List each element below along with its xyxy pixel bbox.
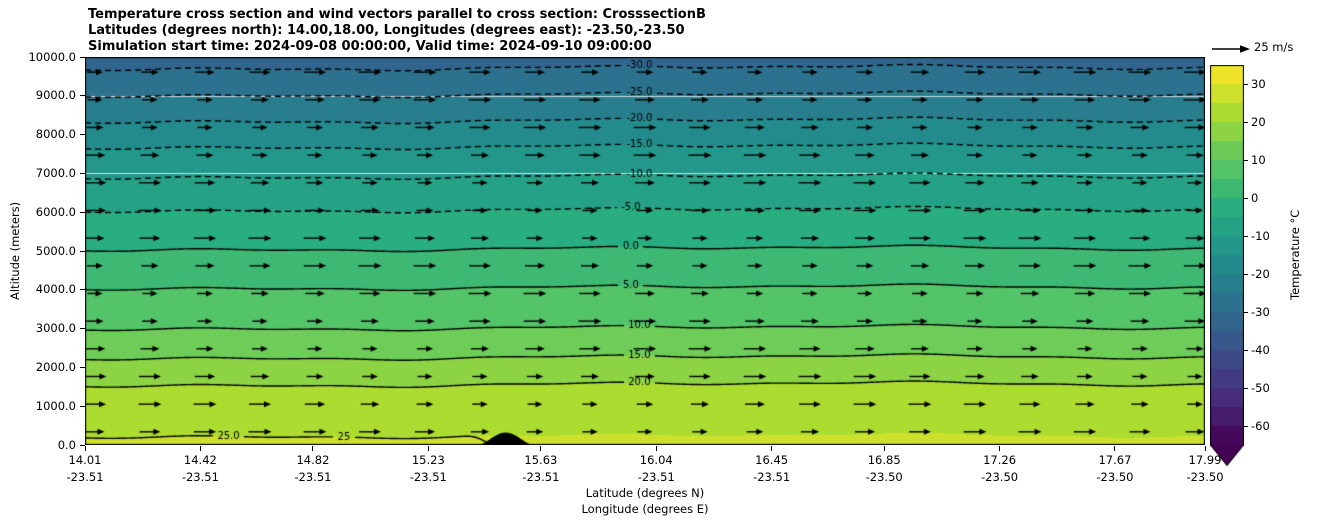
x-tick-label-lon: -23.51	[294, 470, 332, 484]
colorbar-tick-label: -20	[1251, 266, 1270, 281]
colorbar-tick-mark	[1244, 235, 1248, 237]
x-tick-mark	[771, 446, 773, 451]
x-tick-label-lon: -23.51	[181, 470, 219, 484]
x-tick-label-lat: 16.45	[755, 453, 789, 467]
colorbar-tick-label: 30	[1251, 76, 1266, 91]
x-tick-label-lat: 17.67	[1098, 453, 1132, 467]
colorbar-tick-mark	[1244, 425, 1248, 427]
colorbar-tick-label: -60	[1251, 418, 1270, 433]
colorbar-tick-mark	[1244, 159, 1248, 161]
colorbar-tick-mark	[1244, 121, 1248, 123]
y-tick-mark	[80, 134, 85, 136]
x-tick-mark	[540, 446, 542, 451]
x-tick-label-lat: 14.82	[296, 453, 330, 467]
x-tick-mark	[999, 446, 1001, 451]
x-tick-label-lat: 14.01	[68, 453, 102, 467]
chart-title: Temperature cross section and wind vecto…	[88, 7, 706, 22]
colorbar-tick-mark	[1244, 311, 1248, 313]
colorbar-tick-mark	[1244, 349, 1248, 351]
y-tick-label: 10000.0	[28, 49, 76, 64]
x-tick-label-lon: -23.51	[66, 470, 104, 484]
y-tick-label: 8000.0	[35, 127, 76, 142]
reference-arrow-icon	[1212, 45, 1250, 53]
colorbar-tick-label: -40	[1251, 342, 1270, 357]
x-tick-label-lat: 17.26	[983, 453, 1017, 467]
y-tick-label: 3000.0	[35, 321, 76, 336]
x-tick-label-lat: 14.42	[183, 453, 217, 467]
colorbar-tick-mark	[1244, 197, 1248, 199]
y-tick-mark	[80, 328, 85, 330]
y-tick-label: 9000.0	[35, 88, 76, 103]
cross-section-plot	[85, 57, 1205, 445]
y-tick-mark	[80, 172, 85, 174]
y-tick-label: 5000.0	[35, 243, 76, 258]
x-tick-label-lon: -23.50	[981, 470, 1019, 484]
y-tick-mark	[80, 95, 85, 97]
x-tick-mark	[655, 446, 657, 451]
quiver-key-label: 25 m/s	[1254, 40, 1294, 54]
y-tick-mark	[80, 211, 85, 213]
x-axis-label: Latitude (degrees N) Longitude (degrees …	[505, 485, 785, 517]
x-tick-label-lat: 15.63	[524, 453, 558, 467]
y-tick-label: 6000.0	[35, 204, 76, 219]
colorbar-tick-mark	[1244, 83, 1248, 85]
y-tick-label: 2000.0	[35, 359, 76, 374]
x-tick-label-lon: -23.51	[637, 470, 675, 484]
y-tick-label: 4000.0	[35, 282, 76, 297]
x-tick-mark	[199, 446, 201, 451]
x-tick-mark	[427, 446, 429, 451]
x-tick-label-lon: -23.51	[409, 470, 447, 484]
chart-subtitle-latlon: Latitudes (degrees north): 14.00,18.00, …	[88, 23, 685, 38]
colorbar-tick-label: -50	[1251, 380, 1270, 395]
x-tick-label-lat: 15.23	[411, 453, 445, 467]
x-tick-mark	[312, 446, 314, 451]
y-tick-label: 7000.0	[35, 165, 76, 180]
y-tick-mark	[80, 250, 85, 252]
colorbar-tick-label: 0	[1251, 190, 1259, 205]
y-tick-mark	[80, 405, 85, 407]
x-tick-mark	[84, 446, 86, 451]
x-tick-label-lat: 16.04	[639, 453, 673, 467]
x-axis-label-longitude: Longitude (degrees E)	[581, 502, 709, 516]
colorbar-label: Temperature °C	[1288, 209, 1302, 301]
colorbar-tick-mark	[1244, 273, 1248, 275]
x-axis-label-latitude: Latitude (degrees N)	[585, 486, 705, 500]
y-tick-mark	[80, 366, 85, 368]
colorbar-tick-mark	[1244, 387, 1248, 389]
x-tick-label-lat: 17.99	[1188, 453, 1222, 467]
y-tick-label: 1000.0	[35, 398, 76, 413]
x-tick-label-lon: -23.51	[753, 470, 791, 484]
colorbar-tick-label: -10	[1251, 228, 1270, 243]
x-tick-mark	[1204, 446, 1206, 451]
x-tick-label-lon: -23.50	[1186, 470, 1224, 484]
y-tick-mark	[80, 289, 85, 291]
y-tick-label: 0.0	[57, 437, 76, 452]
colorbar	[1210, 65, 1244, 467]
x-tick-mark	[1114, 446, 1116, 451]
colorbar-tick-label: 20	[1251, 114, 1266, 129]
x-tick-mark	[883, 446, 885, 451]
x-tick-label-lon: -23.51	[522, 470, 560, 484]
chart-subtitle-time: Simulation start time: 2024-09-08 00:00:…	[88, 39, 652, 54]
x-tick-label-lon: -23.50	[865, 470, 903, 484]
colorbar-tick-label: -30	[1251, 304, 1270, 319]
y-tick-mark	[80, 56, 85, 58]
x-tick-label-lat: 16.85	[867, 453, 901, 467]
colorbar-tick-label: 10	[1251, 152, 1266, 167]
x-tick-label-lon: -23.50	[1096, 470, 1134, 484]
y-tick-mark	[80, 444, 85, 446]
